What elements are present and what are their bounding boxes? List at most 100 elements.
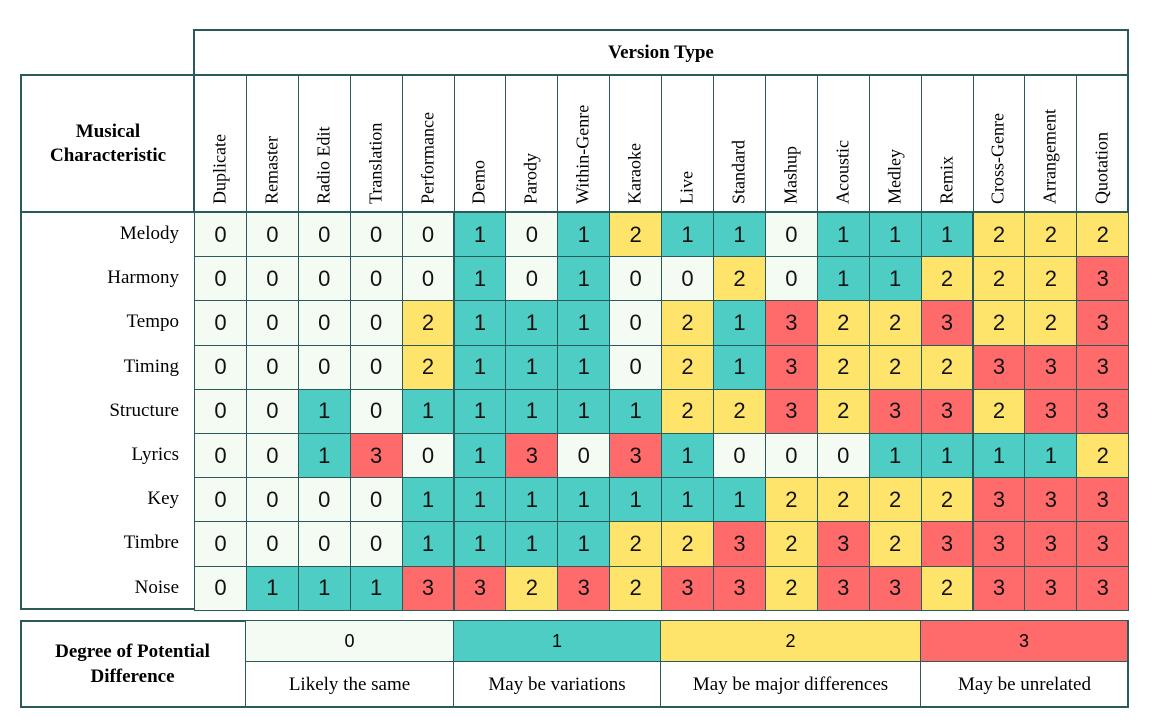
grid-cell: 3 bbox=[713, 565, 766, 611]
grid-cell: 0 bbox=[764, 256, 818, 302]
column-header-divider bbox=[972, 75, 974, 211]
grid-cell: 0 bbox=[245, 256, 299, 302]
grid-cell: 0 bbox=[245, 344, 299, 390]
grid-cell: 1 bbox=[713, 477, 766, 523]
grid-cell: 0 bbox=[401, 256, 455, 302]
grid-cell: 0 bbox=[661, 256, 714, 302]
legend-label-2: May be major differences bbox=[661, 662, 921, 707]
grid-cell: 0 bbox=[764, 212, 818, 258]
grid-cell: 1 bbox=[713, 344, 766, 390]
column-header-translation: Translation bbox=[350, 76, 402, 210]
grid-cell: 3 bbox=[868, 388, 922, 434]
grid-cell: 1 bbox=[453, 344, 507, 390]
grid-cell: 3 bbox=[816, 521, 870, 567]
grid-cell: 2 bbox=[661, 300, 714, 346]
grid-cell: 1 bbox=[505, 344, 559, 390]
grid-cell: 2 bbox=[1024, 300, 1078, 346]
grid-cell: 2 bbox=[661, 344, 714, 390]
grid-cell: 1 bbox=[297, 388, 351, 434]
grid-cell: 1 bbox=[557, 344, 611, 390]
legend-title: Degree of Potential Difference bbox=[55, 641, 210, 687]
grid-cell: 2 bbox=[816, 477, 870, 523]
column-header-label: Quotation bbox=[1091, 132, 1112, 204]
column-header-label: Acoustic bbox=[832, 140, 853, 204]
grid-cell: 0 bbox=[609, 300, 663, 346]
grid-cell: 1 bbox=[297, 433, 351, 479]
grid-cell: 1 bbox=[557, 256, 611, 302]
grid-cell: 2 bbox=[764, 477, 818, 523]
grid-cell: 1 bbox=[557, 477, 611, 523]
grid-cell: 1 bbox=[505, 388, 559, 434]
grid-cell: 3 bbox=[1024, 477, 1078, 523]
grid-cell: 1 bbox=[557, 212, 611, 258]
grid-cell: 3 bbox=[816, 565, 870, 611]
grid-cell: 3 bbox=[505, 433, 559, 479]
grid-cell: 3 bbox=[1076, 565, 1130, 611]
row-label-harmony: Harmony bbox=[107, 267, 179, 289]
row-label-timing: Timing bbox=[123, 355, 179, 377]
grid-cell: 0 bbox=[194, 212, 247, 258]
grid-cell: 0 bbox=[609, 344, 663, 390]
grid-cell: 2 bbox=[972, 256, 1026, 302]
grid-cell: 3 bbox=[1076, 388, 1130, 434]
grid-cell: 2 bbox=[868, 300, 922, 346]
grid-cell: 0 bbox=[297, 300, 351, 346]
column-header-label: Parody bbox=[520, 153, 541, 204]
row-header-title: Musical Characteristic bbox=[49, 121, 167, 166]
grid-cell: 0 bbox=[349, 521, 403, 567]
grid-cell: 2 bbox=[816, 344, 870, 390]
grid-cell: 0 bbox=[349, 477, 403, 523]
column-header-label: Demo bbox=[468, 160, 489, 204]
grid-cell: 2 bbox=[401, 344, 455, 390]
grid-cell: 1 bbox=[868, 433, 922, 479]
grid-cell: 2 bbox=[764, 565, 818, 611]
grid-cell: 1 bbox=[557, 388, 611, 434]
column-header-divider bbox=[245, 75, 247, 211]
column-header-quotation: Quotation bbox=[1076, 76, 1128, 210]
grid-cell: 1 bbox=[713, 212, 766, 258]
grid-cell: 1 bbox=[505, 521, 559, 567]
row-label-timbre: Timbre bbox=[123, 532, 179, 554]
column-header-label: Radio Edit bbox=[313, 126, 334, 205]
row-label-noise: Noise bbox=[134, 576, 179, 598]
grid-cell: 0 bbox=[245, 477, 299, 523]
grid-cell: 0 bbox=[245, 521, 299, 567]
column-header-remix: Remix bbox=[921, 76, 973, 210]
row-label-lyrics: Lyrics bbox=[131, 444, 180, 466]
column-header-label: Standard bbox=[728, 140, 749, 204]
grid-cell: 2 bbox=[1076, 433, 1130, 479]
column-header-arrangement: Arrangement bbox=[1024, 76, 1076, 210]
column-header-divider bbox=[453, 75, 455, 211]
grid-cell: 1 bbox=[816, 212, 870, 258]
column-header-label: Remaster bbox=[261, 136, 282, 204]
grid-cell: 2 bbox=[972, 212, 1026, 258]
grid-cell: 0 bbox=[349, 300, 403, 346]
grid-cell: 3 bbox=[1076, 300, 1130, 346]
grid-cell: 0 bbox=[609, 256, 663, 302]
grid-cell: 3 bbox=[764, 300, 818, 346]
grid-cell: 2 bbox=[920, 344, 974, 390]
grid-cell: 2 bbox=[661, 388, 714, 434]
grid-cell: 3 bbox=[972, 344, 1026, 390]
grid-cell: 0 bbox=[194, 300, 247, 346]
column-header-divider bbox=[609, 75, 611, 211]
grid-cell: 3 bbox=[764, 344, 818, 390]
grid-cell: 1 bbox=[661, 477, 714, 523]
column-header-duplicate: Duplicate bbox=[194, 76, 246, 210]
grid-cell: 2 bbox=[1024, 256, 1078, 302]
column-header-label: Live bbox=[676, 171, 697, 204]
grid-cell: 1 bbox=[609, 388, 663, 434]
column-header-label: Duplicate bbox=[209, 134, 230, 204]
grid-cell: 3 bbox=[1076, 521, 1130, 567]
grid-cell: 2 bbox=[505, 565, 559, 611]
grid-cell: 0 bbox=[816, 433, 870, 479]
grid-cell: 1 bbox=[868, 212, 922, 258]
grid-cell: 0 bbox=[713, 433, 766, 479]
grid-cell: 3 bbox=[868, 565, 922, 611]
column-header-live: Live bbox=[661, 76, 713, 210]
grid-cell: 0 bbox=[194, 521, 247, 567]
grid-cell: 3 bbox=[349, 433, 403, 479]
grid-cell: 2 bbox=[868, 344, 922, 390]
grid-cell: 0 bbox=[349, 344, 403, 390]
